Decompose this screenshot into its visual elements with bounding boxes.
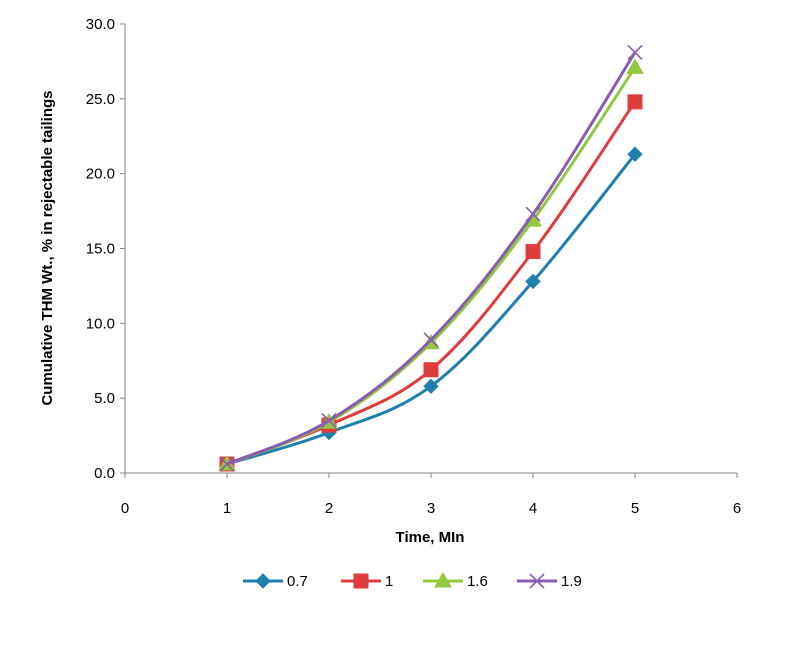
plot-series [218, 44, 644, 472]
data-point [525, 206, 541, 222]
series-line [226, 66, 637, 466]
x-tick-label: 5 [631, 500, 639, 517]
legend: 0.7 1 1.6 1.9 [243, 571, 582, 590]
x-marker-stroke [525, 206, 541, 222]
x-tick-label: 0 [121, 500, 129, 517]
data-point [627, 94, 643, 110]
legend-label: 1.9 [561, 573, 582, 590]
data-point [627, 44, 643, 61]
x-tick-label: 6 [733, 500, 741, 517]
y-tick-label: 25.0 [86, 91, 115, 108]
legend-label: 1 [385, 573, 393, 590]
data-point [627, 146, 643, 162]
series-0.7 [219, 146, 643, 472]
y-tick-label: 20.0 [86, 166, 115, 183]
legend-label: 0.7 [287, 573, 308, 590]
x-axis-title: Time, MIn [396, 529, 465, 546]
y-tick-label: 0.0 [94, 465, 115, 482]
x-tick-label: 3 [427, 500, 435, 517]
y-tick-label: 10.0 [86, 315, 115, 332]
legend-marker [434, 571, 452, 588]
legend-item: 1.9 [517, 573, 582, 590]
data-point [423, 362, 439, 378]
legend-item: 1 [341, 573, 393, 590]
y-tick-label: 15.0 [86, 241, 115, 258]
x-marker-stroke [321, 413, 337, 429]
legend-marker [353, 573, 369, 589]
y-tick-labels: 0.0 5.0 10.0 15.0 20.0 25.0 30.0 [86, 16, 115, 482]
y-axis-title: Cumulative THM Wt., % in rejectable tail… [39, 90, 56, 405]
x-tick-label: 2 [325, 500, 333, 517]
legend-item: 0.7 [243, 573, 308, 590]
series-1.6 [218, 58, 644, 471]
data-point [423, 378, 439, 394]
legend-label: 1.6 [467, 573, 488, 590]
data-point [219, 456, 235, 472]
series-line [226, 100, 637, 466]
x-tick-label: 4 [529, 500, 537, 517]
data-point [525, 243, 541, 259]
legend-marker [529, 573, 545, 589]
x-marker-stroke [627, 44, 643, 61]
data-point [525, 273, 541, 290]
y-tick-label: 30.0 [86, 16, 115, 33]
x-marker-stroke [423, 332, 439, 348]
x-marker-stroke [529, 573, 545, 589]
data-point [423, 332, 439, 348]
x-tick-labels: 0 1 2 3 4 5 6 [121, 500, 741, 517]
y-tick-label: 5.0 [94, 390, 115, 407]
x-tick-label: 1 [223, 500, 231, 517]
series-1.9 [219, 44, 643, 472]
legend-marker [255, 573, 271, 589]
data-point [321, 413, 337, 429]
series-line [226, 51, 637, 466]
axes [120, 23, 738, 478]
series-line [226, 153, 637, 466]
data-point [626, 58, 644, 74]
legend-item: 1.6 [423, 571, 488, 590]
x-marker-stroke [219, 456, 235, 472]
